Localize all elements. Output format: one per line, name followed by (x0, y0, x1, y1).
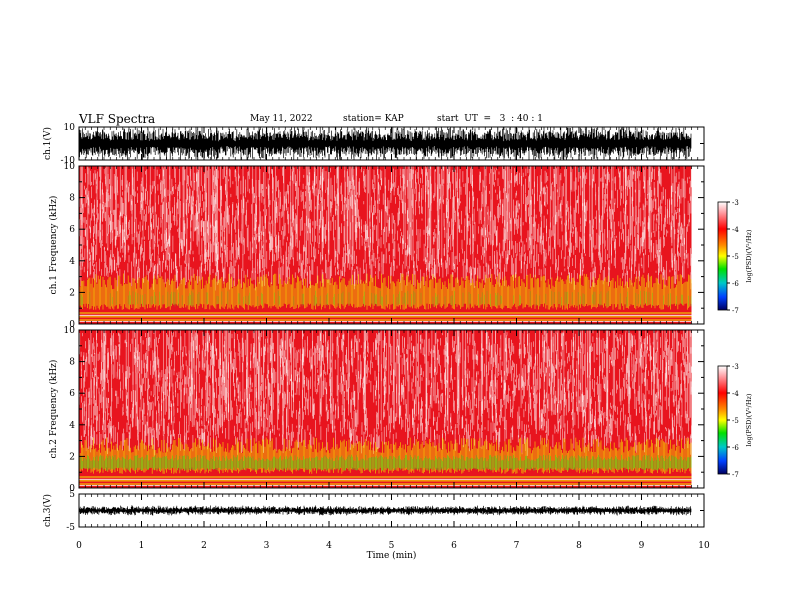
ch2-spectrogram-colorbar (717, 365, 728, 475)
ch2-spectrogram-cb-label: log(PSD)(V²/Hz) (745, 393, 753, 446)
ch2-spectrogram-ytick-label: 10 (64, 326, 76, 336)
ch2-spectrogram-ytick-label: 0 (69, 484, 75, 494)
time-axis-label: Time (min) (367, 550, 417, 561)
ch1-spectrogram-cb-tick-label: -6 (732, 280, 739, 288)
ch1-spectrogram-image (79, 166, 692, 324)
ch1-spectrogram-ytick-label: 10 (64, 162, 76, 172)
time-tick-label: 6 (451, 541, 457, 551)
ch2-spectrogram-ytick-label: 6 (69, 389, 75, 399)
ch2-spectrogram-cb-tick-label: -7 (732, 471, 739, 479)
ch1-spectrogram-colorbar (717, 201, 728, 311)
ch1-waveform-ytick-label: -10 (61, 156, 76, 166)
spectrogram-panel-2: 0 2 4 6 8 10 ch.2 Frequency (kHz) -3 -4 -5 -6 -7 log… (48, 326, 753, 494)
waveform-panel-1: 10 -10 ch.1(V) (42, 123, 705, 166)
ch1-spectrogram-ytick-label: 4 (69, 257, 75, 267)
ch1-waveform-ytick-label: 10 (64, 123, 76, 133)
ch1-spectrogram-ytick-label: 8 (69, 194, 75, 204)
ch1-spectrogram-ytick-label: 0 (69, 320, 75, 330)
time-tick-label: 4 (326, 541, 332, 551)
ch2-spectrogram-band-green (79, 454, 692, 471)
ch1-spectrogram-ylabel: ch.1 Frequency (kHz) (48, 196, 59, 295)
time-axis: 0 1 2 3 4 5 6 7 8 9 10 Time (min) (76, 541, 710, 561)
station-label: station= KAP (343, 114, 404, 124)
ch1-spectrogram-cb-tick-label: -5 (732, 253, 739, 261)
start-time-label: start UT = 3 : 40 : 1 (437, 114, 543, 124)
waveform-panel-4: 5 -5 ch.3(V) (42, 490, 705, 533)
ch1-spectrogram-cb-tick-label: -7 (732, 307, 739, 315)
ch1-spectrogram-band-green (79, 290, 692, 307)
ch1-spectrogram-cb-tick-label: -4 (732, 226, 739, 234)
chart-title: VLF Spectra (79, 112, 156, 126)
date-label: May 11, 2022 (250, 114, 313, 124)
time-tick-label: 1 (139, 541, 145, 551)
ch1-spectrogram-cb-label: log(PSD)(V²/Hz) (745, 229, 753, 282)
time-tick-label: 0 (76, 541, 82, 551)
ch2-spectrogram-ytick-label: 8 (69, 358, 75, 368)
time-tick-label: 10 (698, 541, 710, 551)
ch1-spectrogram-ytick-label: 6 (69, 225, 75, 235)
time-tick-label: 5 (389, 541, 395, 551)
ch2-spectrogram-ytick-label: 4 (69, 421, 75, 431)
ch3-waveform-ylabel: ch.3(V) (42, 494, 53, 527)
ch3-waveform-trace (78, 505, 692, 516)
ch1-waveform-trace (78, 127, 692, 160)
ch2-spectrogram-cb-tick-label: -6 (732, 444, 739, 452)
ch1-spectrogram-striations (80, 166, 685, 271)
ch3-waveform-ytick-label: 5 (69, 490, 75, 500)
time-tick-label: 2 (201, 541, 207, 551)
ch1-spectrogram-speckle (79, 166, 692, 292)
ch2-spectrogram-cb-tick-label: -4 (732, 390, 739, 398)
ch2-spectrogram-cb-tick-label: -5 (732, 417, 739, 425)
ch1-spectrogram-ytick-label: 2 (69, 288, 75, 298)
ch2-spectrogram-cb-tick-label: -3 (732, 363, 739, 371)
ch2-spectrogram-ylabel: ch.2 Frequency (kHz) (48, 360, 59, 459)
spectrogram-panel-1: 0 2 4 6 8 10 ch.1 Frequency (kHz) -3 -4 -5 -6 -7 log… (48, 162, 753, 330)
time-tick-label: 3 (264, 541, 270, 551)
ch2-spectrogram-image (79, 330, 692, 488)
ch1-waveform-ylabel: ch.1(V) (42, 127, 53, 160)
ch1-spectrogram-cb-tick-label: -3 (732, 199, 739, 207)
ch3-waveform-ytick-label: -5 (66, 523, 75, 533)
time-tick-label: 7 (514, 541, 520, 551)
ch2-spectrogram-striations (90, 330, 691, 435)
time-tick-label: 8 (576, 541, 582, 551)
ch2-spectrogram-ytick-label: 2 (69, 452, 75, 462)
time-tick-label: 9 (639, 541, 645, 551)
ch1-spectrogram-band-yellow (79, 273, 692, 310)
